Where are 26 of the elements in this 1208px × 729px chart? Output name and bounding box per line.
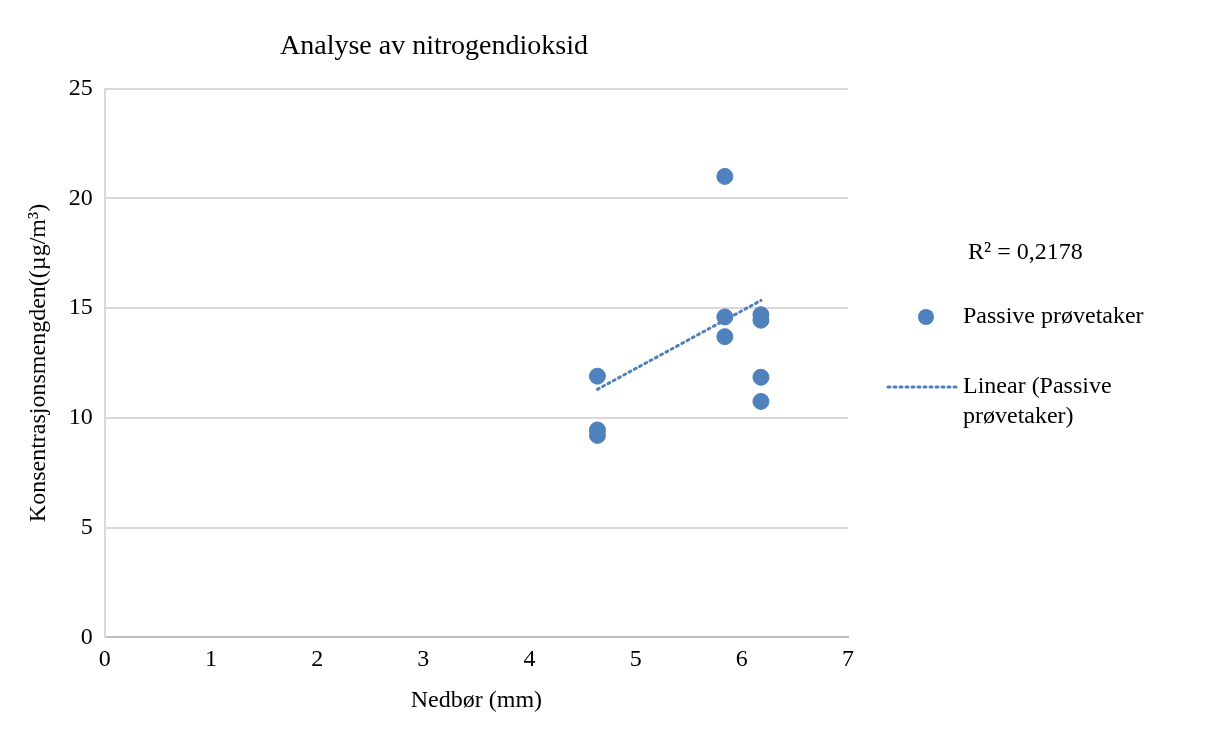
legend-label: Passive prøvetaker [963, 302, 1144, 329]
y-tick-label: 20 [68, 183, 93, 210]
y-axis-title: Konsentrasjonsmengden((µg/m³) [23, 203, 50, 523]
legend-label: Linear (Passive prøvetaker) [963, 372, 1112, 429]
x-tick-label: 2 [311, 645, 324, 672]
x-tick-label: 7 [842, 645, 854, 672]
point [588, 367, 606, 385]
y-tick-label: 25 [68, 73, 93, 100]
chart-title: Analyse av nitrogendioksid [280, 29, 588, 61]
x-tick-label: 0 [98, 645, 111, 672]
point [716, 328, 734, 346]
x-tick-label: 1 [204, 645, 217, 672]
point [716, 167, 734, 185]
point [752, 368, 770, 386]
x-tick-label: 4 [523, 645, 536, 672]
x-tick-label: 3 [417, 645, 430, 672]
x-tick-label: 6 [735, 645, 748, 672]
point [716, 308, 734, 326]
y-tick-label: 0 [80, 622, 93, 649]
point [752, 392, 770, 410]
x-axis-title: Nedbør (mm) [410, 685, 543, 712]
x-tick-label: 5 [629, 645, 642, 672]
y-tick-label: 15 [68, 293, 93, 320]
y-tick-label: 5 [80, 512, 93, 539]
text: R² = 0,2178 [968, 238, 1083, 265]
y-tick-label: 10 [68, 403, 93, 430]
